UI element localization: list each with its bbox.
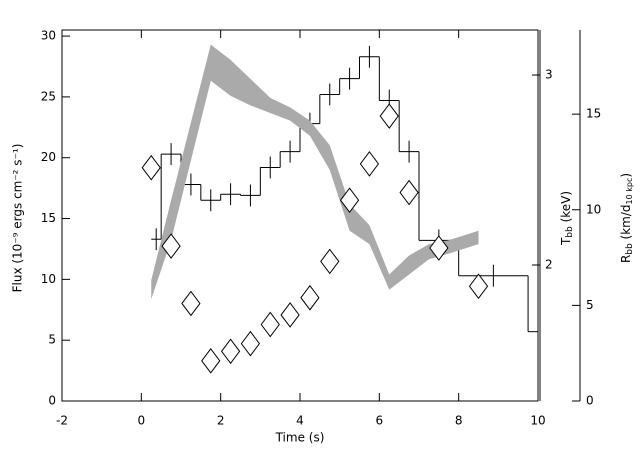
radius-diamond	[161, 233, 181, 259]
radius-diamond	[201, 348, 221, 374]
x-tick-label: 10	[530, 414, 545, 428]
y2-label-main: T	[559, 237, 573, 246]
plot-frame	[61, 29, 539, 402]
y3-label-sub: bb	[625, 243, 635, 255]
y3-tick-label: 5	[586, 298, 594, 312]
y-tick-label: 25	[41, 89, 56, 103]
x-tick-label: 4	[296, 414, 304, 428]
y2-axis-label: Tbb (keV)	[559, 191, 575, 246]
y-axis-label: Flux (10⁻⁹ ergs cm⁻² s⁻¹)	[11, 144, 25, 293]
y3-axis-label: Rbb (km/d10 kpc)	[619, 173, 635, 263]
radius-diamond	[359, 151, 380, 177]
y2-tick-label: 3	[545, 68, 553, 82]
radius-diamond	[280, 302, 300, 328]
y3-tick-label: 10	[586, 202, 601, 216]
y-tick-label: 0	[48, 394, 56, 408]
y-tick-label: 5	[48, 333, 56, 347]
radius-diamond	[220, 338, 241, 365]
y3-label-rest: (km/d	[619, 204, 633, 243]
radius-diamond	[379, 103, 399, 129]
y2-label-sub: bb	[565, 226, 575, 238]
x-tick-label: 6	[376, 414, 384, 428]
radius-diamond	[141, 154, 161, 181]
y3-label-main: R	[619, 255, 633, 263]
temperature-band	[151, 44, 479, 300]
radius-diamond	[181, 290, 201, 317]
y2-tick-label: 2	[545, 257, 553, 271]
x-tick-label: -2	[56, 414, 68, 428]
y2-label-rest: (keV)	[559, 191, 573, 226]
y-tick-label: 10	[41, 272, 56, 286]
x-tick-label: 2	[217, 414, 225, 428]
y-tick-label: 30	[41, 29, 56, 43]
radius-diamond	[260, 311, 280, 338]
y3-tick-label: 15	[586, 107, 601, 121]
y-tick-label: 20	[41, 150, 56, 164]
y3-label-end: )	[619, 173, 633, 178]
radius-diamond	[240, 330, 261, 357]
x-tick-label: 0	[138, 414, 146, 428]
y3-label-sub2: 10 kpc	[625, 178, 634, 205]
y3-tick-label: 0	[586, 394, 594, 408]
x-axis-label: Time (s)	[275, 431, 325, 445]
y-tick-label: 15	[41, 211, 56, 225]
radius-diamond	[399, 179, 419, 206]
radius-diamond	[468, 273, 489, 300]
radius-diamond	[339, 187, 360, 214]
radius-diamond	[320, 248, 340, 275]
radius-diamond	[429, 235, 449, 261]
x-tick-label: 8	[455, 414, 463, 428]
radius-diamond	[300, 284, 320, 311]
